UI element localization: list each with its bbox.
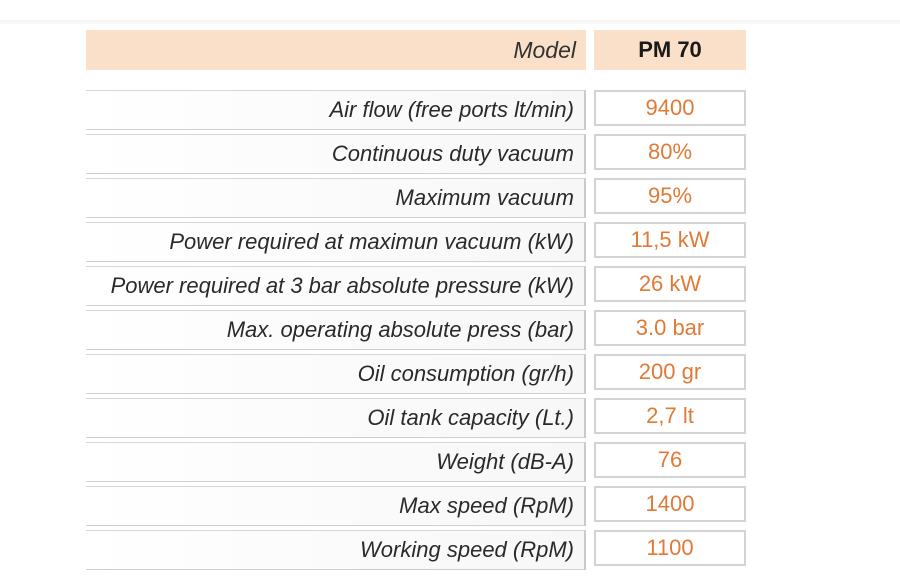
table-row: Power required at maximun vacuum (kW) 11… <box>86 222 750 262</box>
table-row: Max speed (RpM) 1400 <box>86 486 750 526</box>
table-row: Power required at 3 bar absolute pressur… <box>86 266 750 306</box>
table-row: Max. operating absolute press (bar) 3.0 … <box>86 310 750 350</box>
table-row: Working speed (RpM) 1100 <box>86 530 750 570</box>
top-divider <box>0 20 900 24</box>
table-row: Oil consumption (gr/h) 200 gr <box>86 354 750 394</box>
row-label: Weight (dB-A) <box>86 442 586 482</box>
row-label: Max speed (RpM) <box>86 486 586 526</box>
row-label: Maximum vacuum <box>86 178 586 218</box>
row-value: 2,7 lt <box>594 398 746 434</box>
row-value: 80% <box>594 134 746 170</box>
row-label: Max. operating absolute press (bar) <box>86 310 586 350</box>
row-value: 11,5 kW <box>594 222 746 258</box>
row-value: 3.0 bar <box>594 310 746 346</box>
row-value: 9400 <box>594 90 746 126</box>
row-value: 200 gr <box>594 354 746 390</box>
row-label: Continuous duty vacuum <box>86 134 586 174</box>
table-row: Maximum vacuum 95% <box>86 178 750 218</box>
row-label: Air flow (free ports lt/min) <box>86 90 586 130</box>
table-row: Air flow (free ports lt/min) 9400 <box>86 90 750 130</box>
table-header-row: Model PM 70 <box>86 30 750 70</box>
table-row: Oil tank capacity (Lt.) 2,7 lt <box>86 398 750 438</box>
row-label: Oil tank capacity (Lt.) <box>86 398 586 438</box>
row-value: 26 kW <box>594 266 746 302</box>
header-label: Model <box>86 30 586 70</box>
row-value: 1100 <box>594 530 746 566</box>
row-label: Power required at 3 bar absolute pressur… <box>86 266 586 306</box>
row-value: 1400 <box>594 486 746 522</box>
row-label: Working speed (RpM) <box>86 530 586 570</box>
table-row: Weight (dB-A) 76 <box>86 442 750 482</box>
row-value: 95% <box>594 178 746 214</box>
table-row: Continuous duty vacuum 80% <box>86 134 750 174</box>
row-label: Oil consumption (gr/h) <box>86 354 586 394</box>
row-value: 76 <box>594 442 746 478</box>
header-model-value: PM 70 <box>594 30 746 70</box>
row-label: Power required at maximun vacuum (kW) <box>86 222 586 262</box>
